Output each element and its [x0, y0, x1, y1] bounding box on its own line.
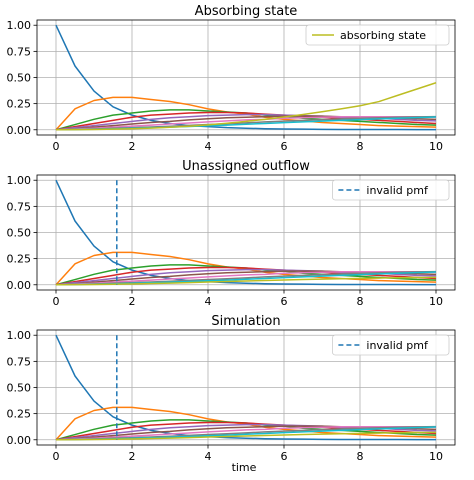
- x-tick-label: 10: [429, 450, 443, 463]
- x-tick-label: 2: [129, 295, 136, 308]
- series-line-4: [55, 111, 437, 131]
- series-group: [55, 24, 437, 131]
- legend: absorbing state: [305, 24, 450, 46]
- x-tick-label: 2: [129, 140, 136, 153]
- panels: Absorbing state 0 2 4 6 8 10 0.00 0.25 0.50 0.75 1.…: [7, 4, 456, 463]
- chart-panel-3: Simulation 0 2 4 6 8 10 0.00 0.25 0.50 0.75 1.00 inv…: [7, 314, 456, 463]
- series-line-7: [55, 115, 437, 131]
- series-group: [55, 179, 437, 286]
- legend-box: [305, 24, 450, 46]
- y-tick-label: 0.50: [7, 382, 32, 395]
- series-line-10: [55, 82, 437, 131]
- x-tick-label: 6: [281, 140, 288, 153]
- series-line-7: [55, 425, 437, 441]
- x-tick-label: 6: [281, 450, 288, 463]
- y-tick-label: 1.00: [7, 174, 32, 187]
- x-tick-label: 4: [205, 450, 212, 463]
- legend-label: invalid pmf: [366, 184, 429, 197]
- series-line-10: [55, 431, 437, 441]
- y-tick-label: 0.75: [7, 355, 32, 368]
- x-tick-label: 8: [357, 295, 364, 308]
- x-tick-label: 8: [357, 140, 364, 153]
- series-line-7: [55, 270, 437, 286]
- legend-box: [331, 334, 450, 356]
- x-tick-label: 10: [429, 140, 443, 153]
- y-tick-label: 0.75: [7, 200, 32, 213]
- series-line-1: [55, 179, 436, 286]
- y-tick-label: 1.00: [7, 19, 32, 32]
- y-tick-label: 0.50: [7, 72, 32, 85]
- chart-title: Absorbing state: [195, 4, 298, 19]
- x-tick-label: 0: [53, 450, 60, 463]
- y-tick-label: 0.00: [7, 124, 32, 137]
- series-line-1: [55, 334, 436, 441]
- y-tick-label: 1.00: [7, 329, 32, 342]
- y-tick-label: 0.25: [7, 253, 32, 266]
- y-tick-label: 0.25: [7, 98, 32, 111]
- legend: invalid pmf: [331, 334, 450, 356]
- series-line-10: [55, 276, 437, 286]
- series-line-1: [55, 24, 436, 131]
- x-tick-label: 6: [281, 295, 288, 308]
- chart-title: Unassigned outflow: [182, 159, 310, 174]
- series-line-4: [55, 421, 437, 441]
- x-tick-label: 2: [129, 450, 136, 463]
- x-tick-label: 4: [205, 140, 212, 153]
- chart-panel-1: Absorbing state 0 2 4 6 8 10 0.00 0.25 0.50 0.75 1.…: [7, 4, 456, 153]
- x-tick-label: 10: [429, 295, 443, 308]
- y-tick-label: 0.00: [7, 279, 32, 292]
- legend-label: invalid pmf: [366, 339, 429, 352]
- y-tick-label: 0.00: [7, 434, 32, 447]
- chart-title: Simulation: [211, 314, 280, 329]
- y-tick-label: 0.75: [7, 45, 32, 58]
- y-tick-label: 0.25: [7, 408, 32, 421]
- legend-box: [331, 179, 450, 201]
- x-tick-label: 0: [53, 140, 60, 153]
- x-tick-label: 4: [205, 295, 212, 308]
- series-line-4: [55, 266, 437, 286]
- x-axis-label: time: [232, 461, 257, 474]
- legend-label: absorbing state: [340, 29, 426, 42]
- y-tick-label: 0.50: [7, 227, 32, 240]
- x-tick-label: 0: [53, 295, 60, 308]
- chart-panel-2: Unassigned outflow 0 2 4 6 8 10 0.00 0.25 0.50 0.7…: [7, 159, 456, 308]
- legend: invalid pmf: [331, 179, 450, 201]
- x-tick-label: 8: [357, 450, 364, 463]
- series-group: [55, 334, 437, 441]
